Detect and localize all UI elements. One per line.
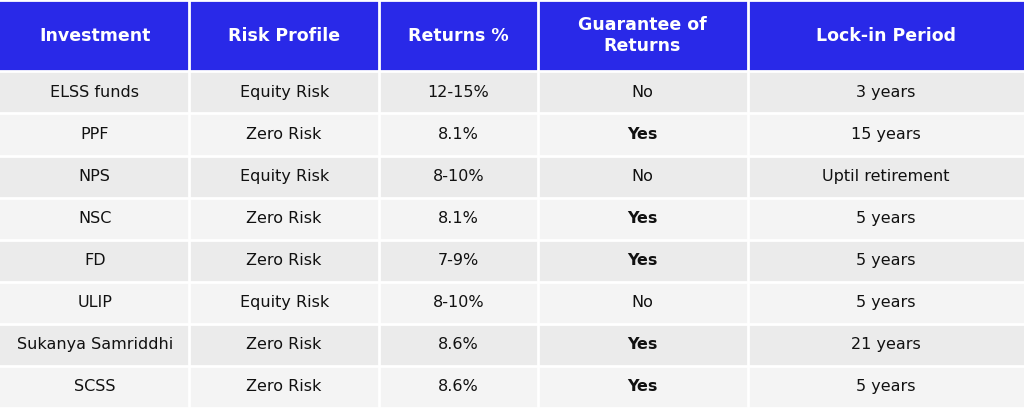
FancyBboxPatch shape [748,113,1024,155]
Text: 8-10%: 8-10% [432,295,484,310]
FancyBboxPatch shape [379,0,538,71]
FancyBboxPatch shape [189,282,379,324]
Text: Risk Profile: Risk Profile [228,27,340,45]
FancyBboxPatch shape [379,197,538,240]
Text: Investment: Investment [39,27,151,45]
FancyBboxPatch shape [189,240,379,282]
FancyBboxPatch shape [0,324,189,366]
FancyBboxPatch shape [538,282,748,324]
Text: No: No [632,295,653,310]
Text: Zero Risk: Zero Risk [247,337,322,353]
Text: NSC: NSC [78,211,112,226]
FancyBboxPatch shape [0,240,189,282]
FancyBboxPatch shape [538,113,748,155]
Text: Zero Risk: Zero Risk [247,211,322,226]
FancyBboxPatch shape [0,155,189,197]
Text: SCSS: SCSS [74,379,116,395]
Text: NPS: NPS [79,169,111,184]
FancyBboxPatch shape [379,71,538,113]
FancyBboxPatch shape [0,0,189,71]
Text: No: No [632,85,653,100]
Text: 8.1%: 8.1% [438,211,478,226]
FancyBboxPatch shape [379,366,538,408]
FancyBboxPatch shape [748,240,1024,282]
FancyBboxPatch shape [748,71,1024,113]
Text: 8.1%: 8.1% [438,127,478,142]
FancyBboxPatch shape [0,282,189,324]
Text: Returns %: Returns % [408,27,509,45]
FancyBboxPatch shape [379,282,538,324]
FancyBboxPatch shape [748,155,1024,197]
Text: 5 years: 5 years [856,379,915,395]
Text: Equity Risk: Equity Risk [240,295,329,310]
FancyBboxPatch shape [189,197,379,240]
Text: Zero Risk: Zero Risk [247,127,322,142]
FancyBboxPatch shape [748,324,1024,366]
Text: No: No [632,169,653,184]
Text: 5 years: 5 years [856,295,915,310]
FancyBboxPatch shape [189,324,379,366]
FancyBboxPatch shape [748,197,1024,240]
FancyBboxPatch shape [538,324,748,366]
Text: 21 years: 21 years [851,337,921,353]
Text: Zero Risk: Zero Risk [247,379,322,395]
Text: Equity Risk: Equity Risk [240,169,329,184]
FancyBboxPatch shape [379,113,538,155]
FancyBboxPatch shape [189,155,379,197]
Text: 5 years: 5 years [856,253,915,268]
FancyBboxPatch shape [189,113,379,155]
Text: 5 years: 5 years [856,211,915,226]
Text: 3 years: 3 years [856,85,915,100]
FancyBboxPatch shape [0,197,189,240]
Text: Guarantee of
Returns: Guarantee of Returns [579,16,707,55]
FancyBboxPatch shape [379,155,538,197]
Text: ELSS funds: ELSS funds [50,85,139,100]
Text: Yes: Yes [628,337,657,353]
Text: 12-15%: 12-15% [427,85,489,100]
FancyBboxPatch shape [538,155,748,197]
FancyBboxPatch shape [0,71,189,113]
FancyBboxPatch shape [379,324,538,366]
Text: 8-10%: 8-10% [432,169,484,184]
Text: 8.6%: 8.6% [438,337,478,353]
Text: 7-9%: 7-9% [437,253,479,268]
Text: Uptil retirement: Uptil retirement [822,169,949,184]
Text: 8.6%: 8.6% [438,379,478,395]
Text: Yes: Yes [628,379,657,395]
FancyBboxPatch shape [538,71,748,113]
Text: 15 years: 15 years [851,127,921,142]
FancyBboxPatch shape [538,0,748,71]
Text: Zero Risk: Zero Risk [247,253,322,268]
FancyBboxPatch shape [189,366,379,408]
FancyBboxPatch shape [189,71,379,113]
FancyBboxPatch shape [538,240,748,282]
Text: Yes: Yes [628,253,657,268]
Text: Sukanya Samriddhi: Sukanya Samriddhi [16,337,173,353]
Text: ULIP: ULIP [77,295,113,310]
FancyBboxPatch shape [189,0,379,71]
Text: FD: FD [84,253,105,268]
FancyBboxPatch shape [379,240,538,282]
FancyBboxPatch shape [0,113,189,155]
FancyBboxPatch shape [538,366,748,408]
Text: PPF: PPF [81,127,109,142]
Text: Lock-in Period: Lock-in Period [816,27,955,45]
FancyBboxPatch shape [748,366,1024,408]
Text: Yes: Yes [628,211,657,226]
FancyBboxPatch shape [748,282,1024,324]
Text: Yes: Yes [628,127,657,142]
FancyBboxPatch shape [748,0,1024,71]
FancyBboxPatch shape [538,197,748,240]
FancyBboxPatch shape [0,366,189,408]
Text: Equity Risk: Equity Risk [240,85,329,100]
